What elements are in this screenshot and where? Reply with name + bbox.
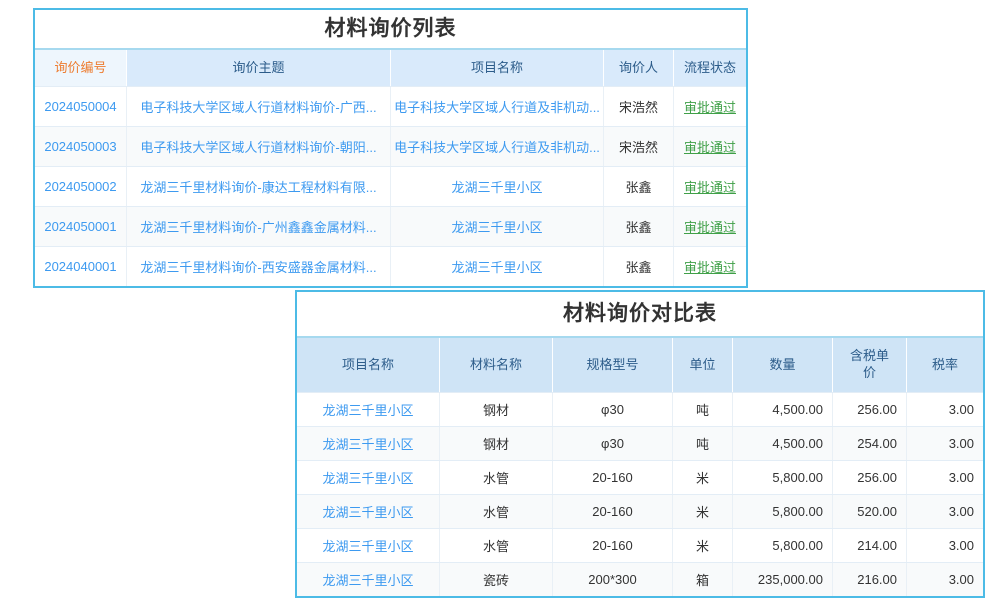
table-row: 龙湖三千里小区 水管 20-160 米 5,800.00 520.00 3.00: [297, 494, 983, 528]
table-row: 龙湖三千里小区 水管 20-160 米 5,800.00 214.00 3.00: [297, 528, 983, 562]
quantity: 4,500.00: [733, 427, 833, 460]
table-row: 2024050002 龙湖三千里材料询价-康达工程材料有限... 龙湖三千里小区 张鑫…: [35, 166, 746, 206]
column-header-project-name: 项目名称: [391, 50, 604, 86]
inquiry-list-table: 材料询价列表 询价编号 询价主题 项目名称 询价人 流程状态 2024050004 电子科…: [33, 8, 748, 288]
status-link[interactable]: 审批通过: [683, 100, 736, 115]
unit-price-with-tax: 256.00: [833, 461, 907, 494]
material-name: 水管: [440, 529, 553, 562]
inquirer-name: 宋浩然: [604, 87, 674, 126]
unit: 米: [673, 529, 733, 562]
table-row: 龙湖三千里小区 瓷砖 200*300 箱 235,000.00 216.00 3.00: [297, 562, 983, 596]
inquirer-name: 宋浩然: [604, 127, 674, 166]
spec-model: φ30: [553, 393, 673, 426]
unit-price-with-tax: 216.00: [833, 563, 907, 596]
spec-model: φ30: [553, 427, 673, 460]
status-link[interactable]: 审批通过: [683, 140, 736, 155]
table-row: 2024040001 龙湖三千里材料询价-西安盛器金属材料... 龙湖三千里小区 张鑫…: [35, 246, 746, 286]
quantity: 235,000.00: [733, 563, 833, 596]
table-row: 龙湖三千里小区 水管 20-160 米 5,800.00 256.00 3.00: [297, 460, 983, 494]
inquirer-name: 张鑫: [604, 207, 674, 246]
unit: 吨: [673, 393, 733, 426]
comparison-table-header-row: 项目名称 材料名称 规格型号 单位 数量 含税单价 税率: [297, 338, 983, 392]
status-link[interactable]: 审批通过: [683, 260, 736, 275]
inquiry-subject-link[interactable]: 龙湖三千里材料询价-康达工程材料有限...: [127, 167, 391, 206]
project-name-link[interactable]: 龙湖三千里小区: [297, 563, 440, 596]
tax-rate: 3.00: [948, 538, 974, 553]
inquiry-list-header-row: 询价编号 询价主题 项目名称 询价人 流程状态: [35, 50, 746, 86]
column-header-unit-price-with-tax: 含税单价: [833, 338, 907, 392]
project-name-link[interactable]: 龙湖三千里小区: [297, 461, 440, 494]
inquiry-no-link[interactable]: 2024050004: [35, 87, 127, 126]
column-header-inquirer: 询价人: [604, 50, 674, 86]
tax-rate: 3.00: [948, 470, 974, 485]
material-name: 水管: [440, 461, 553, 494]
unit-price-with-tax: 254.00: [833, 427, 907, 460]
project-name-link[interactable]: 龙湖三千里小区: [297, 393, 440, 426]
column-header-subject: 询价主题: [127, 50, 391, 86]
inquiry-subject-link[interactable]: 龙湖三千里材料询价-西安盛器金属材料...: [127, 247, 391, 286]
column-header-quantity: 数量: [733, 338, 833, 392]
status-link[interactable]: 审批通过: [683, 180, 736, 195]
quantity: 5,800.00: [733, 461, 833, 494]
material-name: 钢材: [440, 427, 553, 460]
inquirer-name: 张鑫: [604, 247, 674, 286]
material-name: 水管: [440, 495, 553, 528]
column-header-unit: 单位: [673, 338, 733, 392]
spec-model: 20-160: [553, 461, 673, 494]
project-name-link[interactable]: 龙湖三千里小区: [391, 247, 604, 286]
spec-model: 200*300: [553, 563, 673, 596]
column-header-material-name: 材料名称: [440, 338, 553, 392]
inquirer-name: 张鑫: [604, 167, 674, 206]
project-name-link[interactable]: 龙湖三千里小区: [297, 427, 440, 460]
quantity: 4,500.00: [733, 393, 833, 426]
project-name-link[interactable]: 龙湖三千里小区: [297, 529, 440, 562]
comparison-table: 材料询价对比表 项目名称 材料名称 规格型号 单位 数量 含税单价 税率 龙湖三千里小区 钢材…: [295, 290, 985, 598]
unit: 米: [673, 461, 733, 494]
column-header-project-name: 项目名称: [297, 338, 440, 392]
quantity: 5,800.00: [733, 529, 833, 562]
quantity: 5,800.00: [733, 495, 833, 528]
inquiry-list-body: 2024050004 电子科技大学区域人行道材料询价-广西... 电子科技大学区域人…: [35, 86, 746, 286]
table-row: 龙湖三千里小区 钢材 φ30 吨 4,500.00 256.00 3.00: [297, 392, 983, 426]
tax-rate: 3.00: [948, 504, 974, 519]
project-name-link[interactable]: 龙湖三千里小区: [391, 207, 604, 246]
tax-rate: 3.00: [948, 572, 974, 587]
inquiry-no-link[interactable]: 2024050002: [35, 167, 127, 206]
inquiry-no-link[interactable]: 2024050001: [35, 207, 127, 246]
table-row: 龙湖三千里小区 钢材 φ30 吨 4,500.00 254.00 3.00: [297, 426, 983, 460]
comparison-table-body: 龙湖三千里小区 钢材 φ30 吨 4,500.00 256.00 3.00 龙湖三千里小区 钢材…: [297, 392, 983, 596]
status-link[interactable]: 审批通过: [683, 220, 736, 235]
unit: 箱: [673, 563, 733, 596]
spec-model: 20-160: [553, 529, 673, 562]
unit-price-with-tax: 214.00: [833, 529, 907, 562]
project-name-link[interactable]: 电子科技大学区域人行道及非机动...: [391, 127, 604, 166]
unit: 吨: [673, 427, 733, 460]
project-name-link[interactable]: 龙湖三千里小区: [391, 167, 604, 206]
inquiry-subject-link[interactable]: 电子科技大学区域人行道材料询价-广西...: [127, 87, 391, 126]
project-name-link[interactable]: 电子科技大学区域人行道及非机动...: [391, 87, 604, 126]
spec-model: 20-160: [553, 495, 673, 528]
table-row: 2024050001 龙湖三千里材料询价-广州鑫鑫金属材料... 龙湖三千里小区 张鑫…: [35, 206, 746, 246]
material-name: 钢材: [440, 393, 553, 426]
project-name-link[interactable]: 龙湖三千里小区: [297, 495, 440, 528]
comparison-table-title: 材料询价对比表: [297, 292, 983, 338]
tax-rate: 3.00: [948, 402, 974, 417]
inquiry-subject-link[interactable]: 电子科技大学区域人行道材料询价-朝阳...: [127, 127, 391, 166]
unit-price-with-tax: 520.00: [833, 495, 907, 528]
table-row: 2024050004 电子科技大学区域人行道材料询价-广西... 电子科技大学区域人…: [35, 86, 746, 126]
column-header-inquiry-no: 询价编号: [35, 50, 127, 86]
inquiry-no-link[interactable]: 2024050003: [35, 127, 127, 166]
material-name: 瓷砖: [440, 563, 553, 596]
table-row: 2024050003 电子科技大学区域人行道材料询价-朝阳... 电子科技大学区域人…: [35, 126, 746, 166]
unit-price-with-tax: 256.00: [833, 393, 907, 426]
inquiry-no-link[interactable]: 2024040001: [35, 247, 127, 286]
column-header-status: 流程状态: [683, 59, 736, 75]
column-header-spec-model: 规格型号: [553, 338, 673, 392]
column-header-tax-rate: 税率: [931, 356, 958, 372]
inquiry-list-title: 材料询价列表: [35, 10, 746, 50]
unit: 米: [673, 495, 733, 528]
inquiry-subject-link[interactable]: 龙湖三千里材料询价-广州鑫鑫金属材料...: [127, 207, 391, 246]
tax-rate: 3.00: [948, 436, 974, 451]
